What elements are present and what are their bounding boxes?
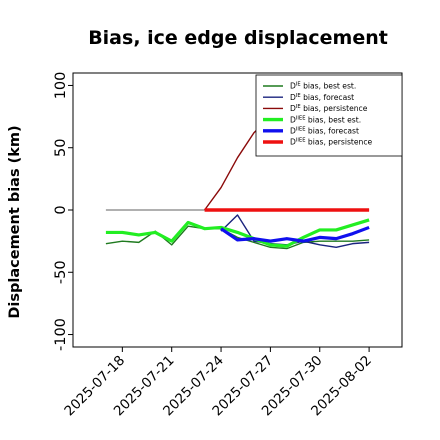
legend-label-5: DIIEE bias, forecast — [290, 127, 359, 136]
y-axis: 100 50 0 -50 -100 — [53, 72, 73, 351]
series-line-1 — [105, 225, 370, 250]
y-tick-label-2: 50 — [53, 139, 69, 157]
y-tick-label-3: 0 — [53, 205, 69, 214]
y-tick-label-5: -100 — [53, 318, 69, 351]
legend-label-1: DIE bias, best est. — [290, 82, 356, 91]
legend-label-6: DIIEE bias, persistence — [290, 138, 373, 147]
legend-label-2: DIE bias, forecast — [290, 93, 354, 102]
y-tick-label-4: -50 — [53, 260, 69, 284]
y-axis-label: Displacement bias (km) — [7, 125, 23, 318]
plot-area — [105, 116, 370, 250]
legend-label-4: DIIEE bias, best est. — [290, 115, 361, 124]
x-axis: 2025-07-182025-07-212025-07-242025-07-27… — [61, 347, 375, 419]
y-tick-label-1: 100 — [53, 72, 69, 100]
series-line-4 — [105, 218, 370, 248]
legend: DIE bias, best est. DIE bias, forecast DIE… — [255, 74, 403, 157]
legend-label-3: DIE bias, persistence — [290, 104, 368, 113]
series-group — [105, 116, 370, 250]
series-line-5 — [220, 225, 370, 243]
chart-title: Bias, ice edge displacement — [88, 27, 388, 49]
